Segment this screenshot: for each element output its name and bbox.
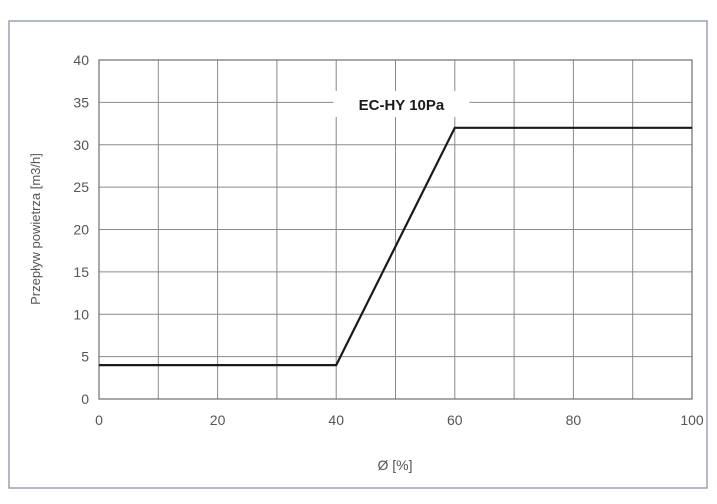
series-annotation-label: EC-HY 10Pa (359, 97, 445, 114)
series-layer (99, 126, 692, 367)
x-tick-label: 40 (328, 412, 344, 428)
y-tick-label: 35 (73, 94, 89, 110)
y-tick-label: 15 (73, 264, 89, 280)
x-tick-label: 60 (447, 412, 463, 428)
x-axis-ticks: 0 20 40 60 80 100 (95, 412, 704, 428)
y-tick-label: 0 (81, 391, 89, 407)
x-tick-label: 80 (566, 412, 582, 428)
y-tick-label: 10 (73, 306, 89, 322)
y-axis-ticks: 0 5 10 15 20 25 30 35 40 (73, 52, 89, 407)
y-tick-label: 40 (73, 52, 89, 68)
y-tick-label: 25 (73, 179, 89, 195)
y-tick-label: 30 (73, 137, 89, 153)
annotation-layer: EC-HY 10Pa (333, 90, 470, 117)
x-axis-label: Ø [%] (377, 457, 412, 473)
y-tick-label: 5 (81, 349, 89, 365)
y-axis-label: Przepływ powietrza [m3/h] (28, 153, 43, 305)
x-tick-label: 20 (210, 412, 226, 428)
y-tick-label: 20 (73, 222, 89, 238)
plot-area-border (98, 59, 693, 400)
annotation-background (333, 90, 470, 117)
x-tick-label: 0 (95, 412, 103, 428)
x-tick-label: 100 (680, 412, 704, 428)
series-line (99, 126, 692, 367)
